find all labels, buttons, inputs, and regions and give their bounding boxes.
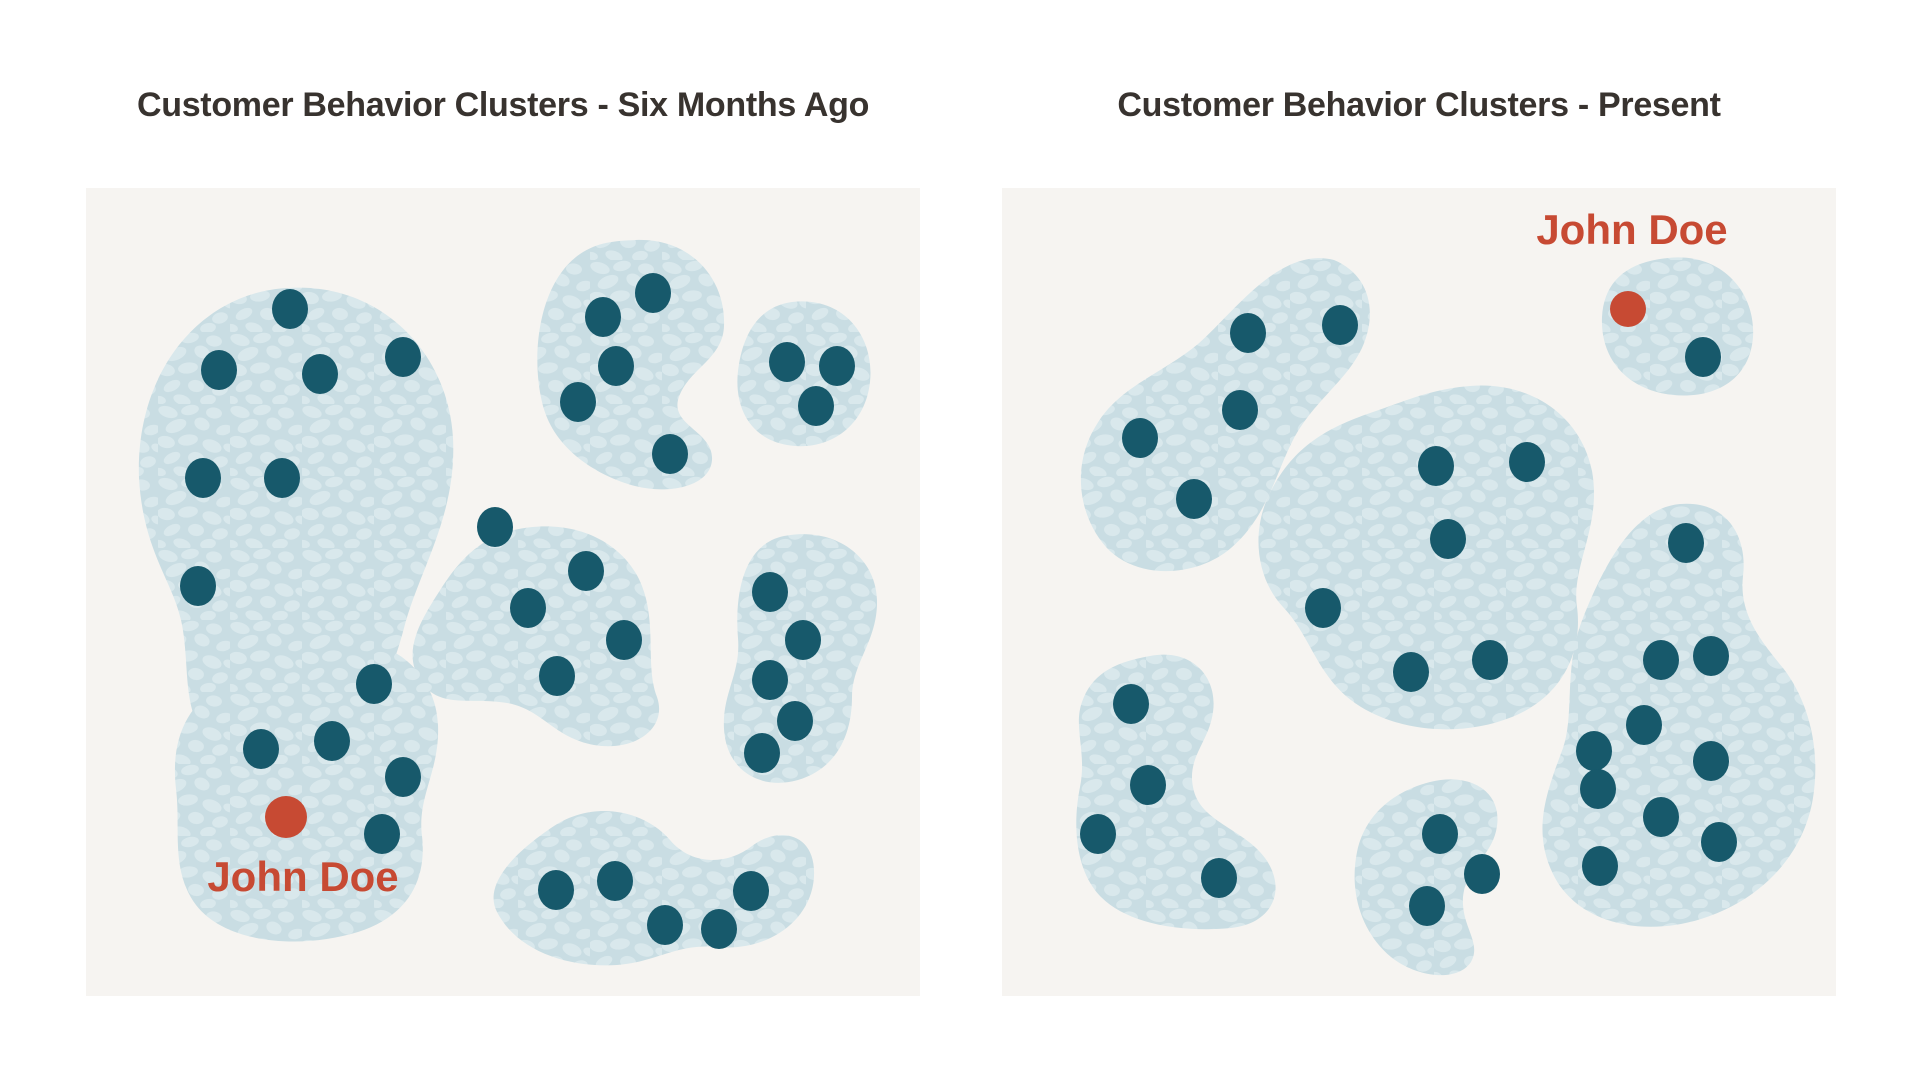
data-point (385, 757, 421, 797)
data-point (798, 386, 834, 426)
data-point (652, 434, 688, 474)
data-point (185, 458, 221, 498)
data-point (264, 458, 300, 498)
data-point (819, 346, 855, 386)
data-point (1626, 705, 1662, 745)
data-point (477, 507, 513, 547)
data-point (701, 909, 737, 949)
data-point (272, 289, 308, 329)
data-point (243, 729, 279, 769)
data-point (1176, 479, 1212, 519)
john-doe-label: John Doe (207, 853, 398, 900)
john-doe-label: John Doe (1536, 206, 1727, 253)
data-point (201, 350, 237, 390)
data-point (1305, 588, 1341, 628)
cluster-blob-center-large (1258, 385, 1595, 730)
data-point (1122, 418, 1158, 458)
data-point (1080, 814, 1116, 854)
data-point (585, 297, 621, 337)
data-point (568, 551, 604, 591)
data-point (538, 870, 574, 910)
data-point (1693, 636, 1729, 676)
data-point (1409, 886, 1445, 926)
data-point (1472, 640, 1508, 680)
data-point (1685, 337, 1721, 377)
data-point (752, 660, 788, 700)
cluster-blob-lower-left-john-doe (174, 639, 439, 942)
data-point (597, 861, 633, 901)
data-point (302, 354, 338, 394)
cluster-blob-bottom-center-crescent (1354, 779, 1498, 976)
data-point (1643, 640, 1679, 680)
data-point (635, 273, 671, 313)
data-point (364, 814, 400, 854)
data-point (314, 721, 350, 761)
data-point (1418, 446, 1454, 486)
cluster-blob-lower-left (1076, 654, 1276, 930)
data-point (385, 337, 421, 377)
comparison-layout: Customer Behavior Clusters - Six Months … (86, 0, 1836, 996)
data-point (1201, 858, 1237, 898)
data-point (1422, 814, 1458, 854)
data-point (1582, 846, 1618, 886)
chart-title-present: Customer Behavior Clusters - Present (1117, 86, 1721, 124)
data-point (744, 733, 780, 773)
data-point (733, 871, 769, 911)
panel-column-present: Customer Behavior Clusters - Present Joh… (1002, 0, 1836, 996)
data-point (752, 572, 788, 612)
data-point (777, 701, 813, 741)
data-point (510, 588, 546, 628)
data-point (1701, 822, 1737, 862)
data-point (1130, 765, 1166, 805)
data-point (1580, 769, 1616, 809)
data-point (647, 905, 683, 945)
data-point (1643, 797, 1679, 837)
data-point (560, 382, 596, 422)
data-point (1393, 652, 1429, 692)
cluster-panel-six-months-ago: John Doe (86, 188, 920, 996)
data-point (1464, 854, 1500, 894)
data-point (1576, 731, 1612, 771)
data-point (606, 620, 642, 660)
data-point (1668, 523, 1704, 563)
data-point (769, 342, 805, 382)
data-point (1113, 684, 1149, 724)
john-doe-highlight-point (1610, 291, 1646, 327)
john-doe-highlight-point (265, 796, 307, 838)
data-point (1509, 442, 1545, 482)
cluster-blob-top-right-small (737, 301, 871, 447)
data-point (539, 656, 575, 696)
data-point (1430, 519, 1466, 559)
data-point (1693, 741, 1729, 781)
chart-title-six-months-ago: Customer Behavior Clusters - Six Months … (136, 86, 870, 124)
cluster-chart-present: John Doe (1076, 206, 1816, 976)
data-point (1230, 313, 1266, 353)
cluster-blob-bottom-right-pear (1542, 503, 1816, 927)
data-point (598, 346, 634, 386)
panel-column-six-months-ago: Customer Behavior Clusters - Six Months … (86, 0, 920, 996)
data-point (1322, 305, 1358, 345)
data-point (180, 566, 216, 606)
cluster-panel-present: John Doe (1002, 188, 1836, 996)
cluster-chart-six-months-ago: John Doe (138, 239, 878, 966)
data-point (785, 620, 821, 660)
data-point (1222, 390, 1258, 430)
data-point (356, 664, 392, 704)
